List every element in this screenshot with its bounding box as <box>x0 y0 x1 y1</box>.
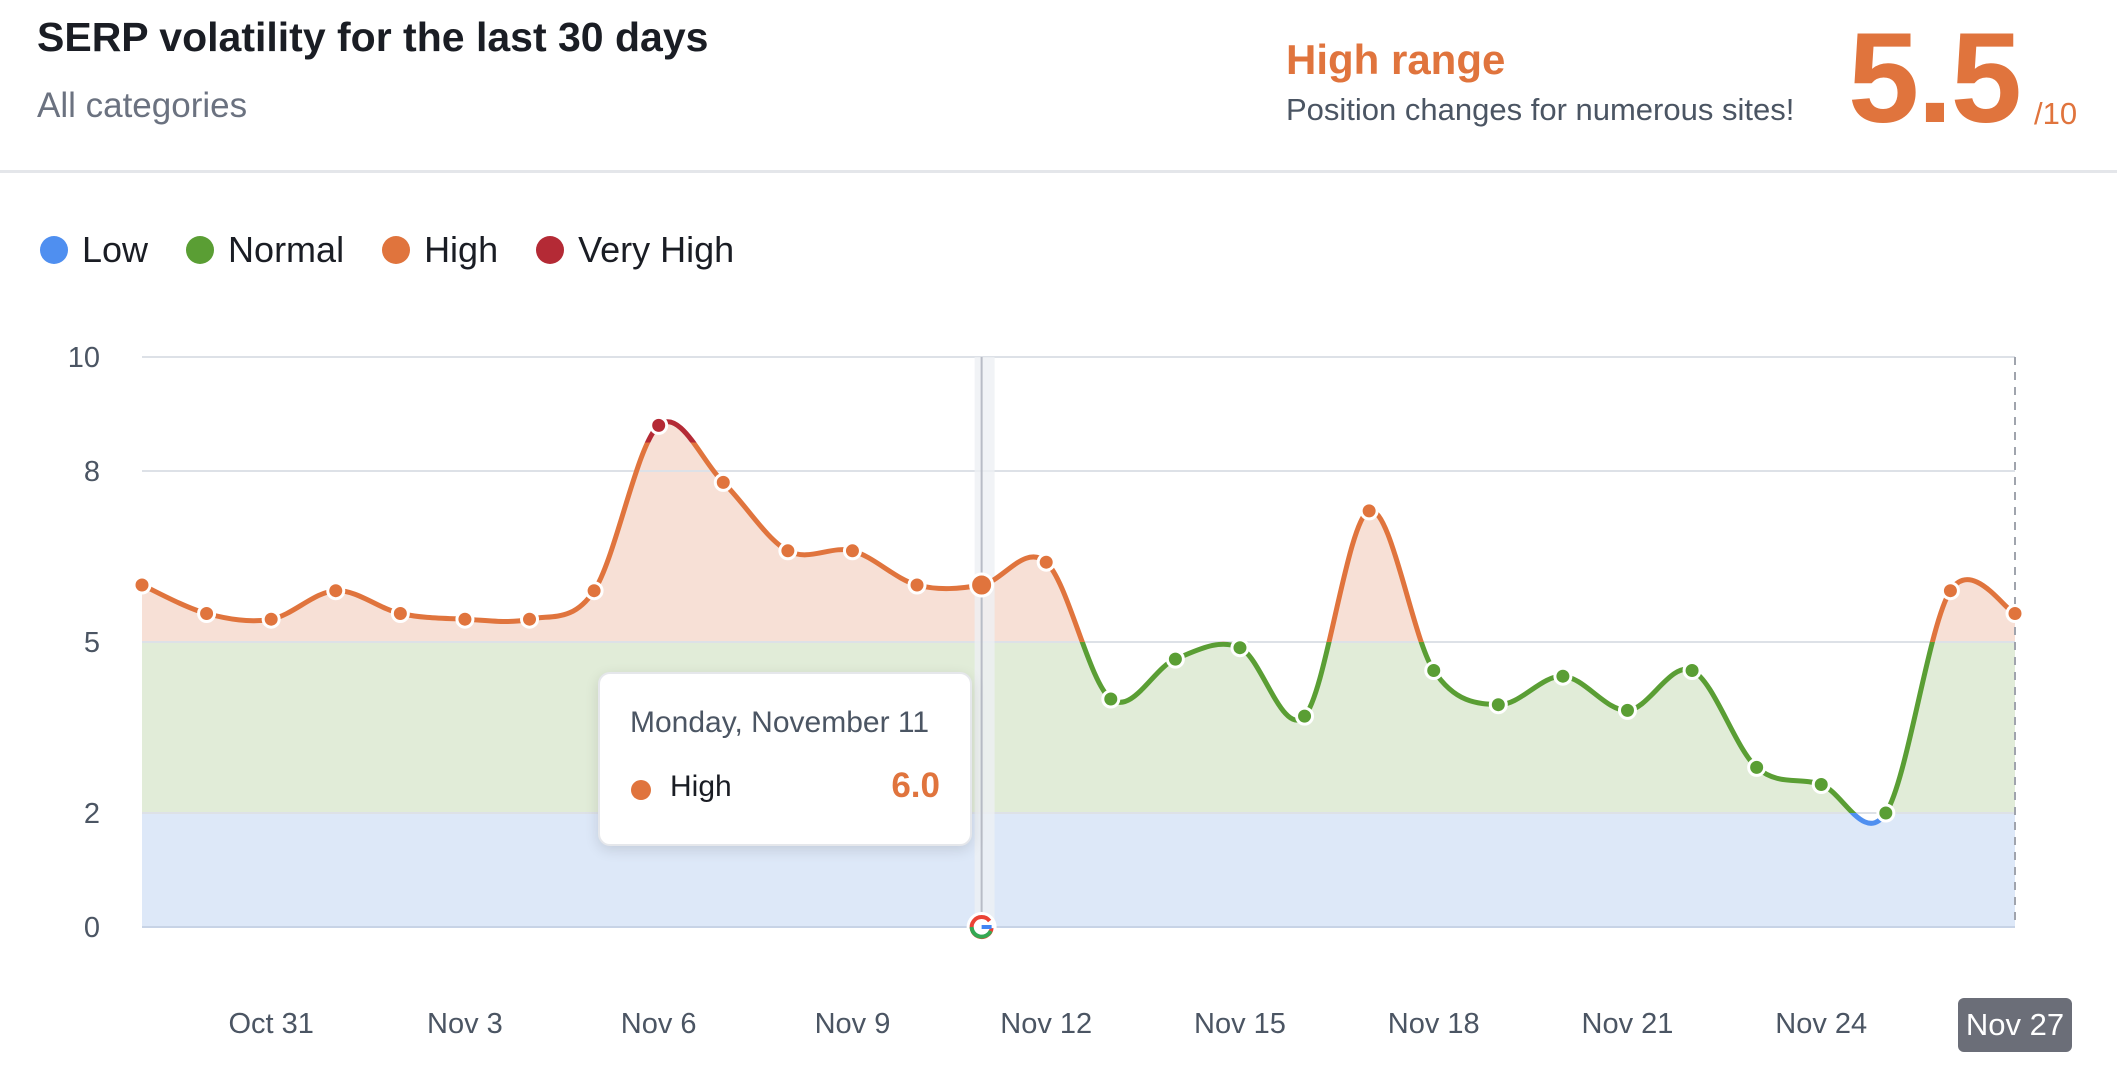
data-point <box>1036 552 1056 572</box>
legend-label-normal: Normal <box>228 229 345 270</box>
x-tick-label: Nov 18 <box>1388 1008 1480 1040</box>
data-point <box>455 609 475 629</box>
range-label: High range <box>1286 36 1506 83</box>
data-point <box>713 472 733 492</box>
data-point <box>1295 706 1315 726</box>
chart-legend: Low Normal High Very High <box>40 228 772 272</box>
x-tick-label: Nov 24 <box>1775 1008 1867 1040</box>
legend-dot-low <box>40 236 68 264</box>
legend-dot-high <box>382 236 411 264</box>
volatility-score-max: /10 <box>2034 96 2078 131</box>
y-tick-label: 5 <box>84 627 100 659</box>
y-tick-label: 2 <box>84 798 100 830</box>
data-point <box>520 609 540 629</box>
area-band-low <box>142 813 2015 927</box>
data-point <box>1747 757 1767 777</box>
data-point <box>1940 581 1960 601</box>
header: SERP volatility for the last 30 days All… <box>0 0 2117 173</box>
data-point <box>969 572 995 598</box>
tooltip-date: Monday, November 11 <box>630 706 930 739</box>
legend-item-low[interactable]: Low <box>40 229 148 271</box>
hover-band <box>974 357 995 927</box>
legend-item-very-high[interactable]: Very High <box>536 229 734 271</box>
tooltip-series-label: High <box>670 770 732 803</box>
google-icon-arc-green <box>969 926 993 939</box>
data-tooltip: Monday, November 11 High 6.0 <box>598 672 972 846</box>
x-tick-label: Nov 12 <box>1000 1008 1092 1040</box>
area-band-very-high <box>142 421 2015 443</box>
x-tick-label: Nov 3 <box>427 1008 503 1040</box>
legend-item-normal[interactable]: Normal <box>186 229 344 271</box>
data-point <box>326 581 346 601</box>
range-description: Position changes for numerous sites! <box>1286 92 1795 127</box>
data-point <box>1165 649 1185 669</box>
data-point <box>907 575 927 595</box>
data-point <box>1617 700 1637 720</box>
tooltip-value: 6.0 <box>891 766 940 805</box>
x-tick-label: Nov 9 <box>815 1008 891 1040</box>
y-tick-label: 10 <box>68 342 100 374</box>
area-band-high <box>142 442 2015 642</box>
data-point <box>584 581 604 601</box>
data-point <box>1682 661 1702 680</box>
data-point <box>2005 604 2025 623</box>
y-tick-label: 8 <box>84 456 100 488</box>
category-selector[interactable]: All categories <box>37 86 248 125</box>
area-band-normal <box>142 642 2015 813</box>
data-point <box>649 415 669 435</box>
legend-dot-normal <box>186 236 215 264</box>
legend-label-high: High <box>424 229 499 270</box>
data-point <box>1811 775 1831 794</box>
data-point <box>132 575 152 595</box>
data-point <box>1488 695 1508 715</box>
legend-label-very-high: Very High <box>578 229 735 270</box>
tooltip-series-dot <box>631 780 651 800</box>
x-tick-label: Oct 31 <box>228 1008 313 1040</box>
data-point <box>1424 661 1444 680</box>
series-line-normal <box>1079 642 1936 813</box>
data-point <box>197 604 217 623</box>
legend-label-low: Low <box>82 229 149 270</box>
series-line-high <box>140 442 2017 642</box>
data-point <box>778 541 798 561</box>
legend-item-high[interactable]: High <box>382 229 498 271</box>
legend-dot-very-high <box>536 236 565 264</box>
chart-title: SERP volatility for the last 30 days <box>37 14 709 60</box>
volatility-score: 5.5 <box>1848 7 2022 150</box>
x-tick-label: Nov 15 <box>1194 1008 1286 1040</box>
x-tick-label: Nov 6 <box>621 1008 697 1040</box>
data-point <box>842 541 862 561</box>
data-point <box>1359 501 1379 521</box>
data-point <box>1101 689 1121 709</box>
data-point <box>390 604 410 623</box>
data-point <box>261 609 281 629</box>
last-date-badge: Nov 27 <box>1958 998 2072 1052</box>
data-point <box>1876 803 1896 823</box>
y-tick-label: 0 <box>84 912 100 944</box>
data-point <box>1230 638 1250 658</box>
x-tick-label: Nov 21 <box>1582 1008 1674 1040</box>
data-point <box>1553 666 1573 686</box>
google-g-icon <box>966 912 997 942</box>
